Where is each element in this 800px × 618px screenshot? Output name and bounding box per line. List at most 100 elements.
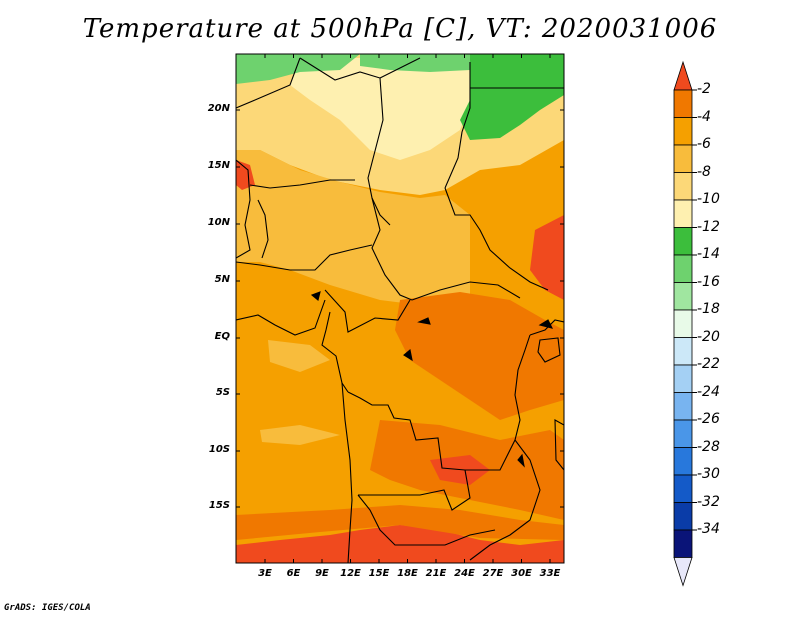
border-line-12 <box>347 391 466 471</box>
temperature-region-2 <box>290 58 470 160</box>
colorbar <box>673 60 697 587</box>
map-frame <box>235 53 565 564</box>
border-line-4 <box>236 57 301 109</box>
colorbar-swatch <box>673 89 693 118</box>
border-line-8 <box>444 187 549 291</box>
colorbar-swatch <box>673 447 693 476</box>
colorbar-swatch <box>673 282 693 311</box>
lon-label: 6E <box>286 568 301 579</box>
lake-1 <box>403 348 413 362</box>
lon-label: 27E <box>482 568 504 579</box>
lon-label: 33E <box>539 568 561 579</box>
temperature-region-11 <box>260 425 340 445</box>
border-line-13 <box>358 469 471 511</box>
temperature-region-9 <box>236 525 564 563</box>
grads-credit: GrADS: IGES/COLA <box>4 603 91 613</box>
border-line-2 <box>444 62 471 189</box>
temperature-region-4 <box>360 54 470 72</box>
temperature-region-10 <box>236 505 564 540</box>
border-line-9 <box>411 281 521 301</box>
colorbar-top-cap <box>673 60 693 91</box>
lake-2 <box>517 453 525 468</box>
colorbar-label: -30 <box>697 466 720 482</box>
colorbar-label: -6 <box>697 136 711 152</box>
colorbar-label: -22 <box>697 356 720 372</box>
map-title: Temperature at 500hPa [C], VT: 202003100… <box>82 14 718 44</box>
colorbar-label: -24 <box>697 383 720 400</box>
colorbar-swatch <box>673 117 693 146</box>
lon-label: 18E <box>397 568 418 579</box>
border-line-5 <box>249 179 355 189</box>
colorbar-swatch <box>673 364 693 393</box>
lat-label: 15N <box>207 160 230 171</box>
colorbar-label: -8 <box>697 163 711 180</box>
temperature-field <box>236 54 564 563</box>
temperature-region-3 <box>236 54 360 84</box>
lake-3 <box>310 291 321 301</box>
border-line-15 <box>357 494 496 546</box>
temperature-region-12 <box>268 340 330 372</box>
lat-label: 5N <box>214 274 230 285</box>
colorbar-label: -2 <box>697 81 711 97</box>
country-borders <box>236 57 564 563</box>
border-line-6 <box>236 244 373 271</box>
colorbar-label: -28 <box>697 438 720 455</box>
border-line-23 <box>554 419 564 471</box>
temperature-region-1 <box>236 150 470 305</box>
lat-label: 20N <box>207 103 230 114</box>
colorbar-label: -34 <box>697 521 720 537</box>
border-line-18 <box>236 159 251 259</box>
temperature-region-7 <box>395 292 564 420</box>
colorbar-label: -18 <box>697 301 720 317</box>
border-line-21 <box>469 439 541 561</box>
lat-label: 10S <box>208 444 230 455</box>
lon-label: 15E <box>368 568 390 579</box>
lat-label: 15S <box>208 500 230 511</box>
colorbar-label: -16 <box>697 273 720 290</box>
border-line-22 <box>537 337 561 363</box>
border-line-19 <box>257 199 269 259</box>
lon-label: 12E <box>340 568 361 579</box>
colorbar-swatch <box>673 254 693 283</box>
lon-label: 30E <box>511 568 532 579</box>
colorbar-swatch <box>673 227 693 256</box>
lake-4 <box>538 319 554 329</box>
colorbar-label: -12 <box>697 218 720 235</box>
colorbar-label: -10 <box>697 191 720 207</box>
lon-label: 3E <box>258 568 272 579</box>
colorbar-swatch <box>673 502 693 531</box>
colorbar-bottom-cap <box>673 557 693 587</box>
colorbar-swatch <box>673 309 693 338</box>
temperature-region-6 <box>530 215 564 300</box>
colorbar-swatch <box>673 392 693 421</box>
colorbar-label: -26 <box>697 411 720 427</box>
lake-0 <box>417 317 431 325</box>
border-line-7 <box>371 197 413 301</box>
border-line-11 <box>321 311 349 393</box>
lat-label: 10N <box>207 217 230 228</box>
lon-label: 9E <box>315 568 329 579</box>
colorbar-label: -14 <box>697 246 720 262</box>
border-line-16 <box>465 334 531 471</box>
colorbar-label: -20 <box>697 328 720 345</box>
border-line-10 <box>324 289 411 333</box>
temperature-region-5 <box>460 54 564 140</box>
colorbar-label: -32 <box>697 493 720 510</box>
lon-label: 24E <box>454 568 475 579</box>
border-line-1 <box>379 57 421 79</box>
colorbar-swatch <box>673 144 693 173</box>
lat-label: EQ <box>214 331 230 342</box>
border-line-0 <box>299 57 391 226</box>
colorbar-swatch <box>673 419 693 448</box>
colorbar-label: -4 <box>697 108 711 125</box>
colorbar-swatch <box>673 337 693 366</box>
temperature-region-13 <box>236 160 255 190</box>
border-line-20 <box>236 299 326 336</box>
colorbar-swatch <box>673 529 693 558</box>
colorbar-swatch <box>673 474 693 503</box>
border-line-14 <box>341 382 353 563</box>
colorbar-swatch <box>673 199 693 228</box>
colorbar-swatch <box>673 172 693 201</box>
lon-label: 21E <box>425 568 447 579</box>
